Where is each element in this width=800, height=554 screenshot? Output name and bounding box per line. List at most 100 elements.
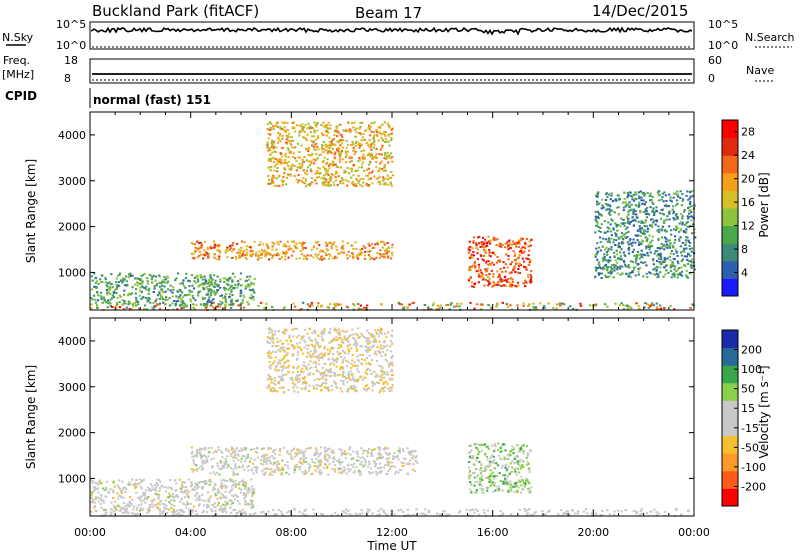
data-cell bbox=[195, 493, 198, 496]
power-heatmap bbox=[90, 121, 697, 312]
data-cell bbox=[512, 452, 515, 455]
data-cell bbox=[266, 144, 269, 147]
data-cell bbox=[167, 288, 170, 291]
data-cell bbox=[525, 268, 528, 271]
scatter-cell bbox=[495, 305, 498, 308]
data-cell bbox=[481, 236, 485, 239]
data-cell bbox=[301, 242, 304, 245]
data-cell bbox=[181, 509, 184, 511]
data-cell bbox=[287, 139, 290, 142]
data-cell bbox=[299, 167, 302, 170]
data-cell bbox=[275, 163, 278, 166]
data-cell bbox=[372, 121, 375, 124]
scatter-cell bbox=[531, 514, 534, 517]
data-cell bbox=[479, 246, 482, 248]
data-cell bbox=[343, 171, 346, 174]
data-cell bbox=[484, 238, 487, 241]
data-cell bbox=[181, 291, 184, 294]
data-cell bbox=[165, 504, 168, 507]
data-cell bbox=[375, 333, 379, 335]
data-cell bbox=[665, 265, 668, 268]
data-cell bbox=[344, 156, 347, 158]
scatter-cell bbox=[172, 513, 175, 516]
data-cell bbox=[278, 134, 281, 137]
data-cell bbox=[611, 209, 614, 212]
data-cell bbox=[311, 144, 314, 147]
data-cell bbox=[378, 167, 381, 170]
data-cell bbox=[675, 270, 678, 273]
data-cell bbox=[281, 181, 284, 184]
data-cell bbox=[607, 266, 610, 268]
nsky-tick-bottom: 10^0 bbox=[56, 39, 86, 52]
data-cell bbox=[525, 281, 528, 284]
data-cell bbox=[386, 360, 389, 363]
data-cell bbox=[225, 504, 228, 506]
data-cell bbox=[481, 475, 484, 478]
data-cell bbox=[195, 469, 198, 472]
data-cell bbox=[120, 279, 123, 282]
data-cell bbox=[331, 449, 334, 452]
data-cell bbox=[247, 283, 250, 286]
data-cell bbox=[637, 220, 640, 223]
cpid-value: normal (fast) 151 bbox=[93, 93, 211, 107]
data-cell bbox=[506, 241, 509, 244]
data-cell bbox=[668, 245, 671, 248]
data-cell bbox=[270, 123, 273, 126]
data-cell bbox=[329, 367, 332, 370]
scatter-cell bbox=[524, 510, 527, 513]
scatter-cell bbox=[218, 508, 221, 511]
data-cell bbox=[200, 465, 204, 468]
data-cell bbox=[363, 157, 366, 160]
data-cell bbox=[289, 174, 292, 177]
data-cell bbox=[335, 245, 338, 248]
data-cell bbox=[686, 258, 689, 261]
data-cell bbox=[92, 499, 95, 501]
nave-tick-bottom: 0 bbox=[708, 72, 715, 85]
data-cell bbox=[507, 246, 510, 249]
data-cell bbox=[250, 294, 253, 297]
data-cell bbox=[355, 131, 358, 134]
data-cell bbox=[284, 255, 287, 258]
data-cell bbox=[470, 483, 473, 486]
data-cell bbox=[230, 290, 233, 293]
data-cell bbox=[351, 328, 354, 331]
scatter-cell bbox=[288, 510, 291, 512]
data-cell bbox=[679, 245, 682, 248]
data-cell bbox=[352, 183, 355, 186]
data-cell bbox=[481, 258, 484, 261]
data-cell bbox=[334, 255, 337, 258]
data-cell bbox=[231, 244, 234, 247]
data-cell bbox=[211, 466, 214, 469]
data-cell bbox=[100, 295, 103, 298]
data-cell bbox=[259, 241, 262, 244]
data-cell bbox=[206, 460, 209, 463]
data-cell bbox=[251, 253, 254, 256]
data-cell bbox=[293, 240, 296, 243]
data-cell bbox=[306, 133, 309, 136]
data-cell bbox=[224, 304, 227, 307]
data-cell bbox=[656, 272, 659, 275]
scatter-cell bbox=[158, 307, 162, 310]
data-cell bbox=[530, 276, 533, 279]
data-cell bbox=[519, 481, 522, 484]
data-cell bbox=[638, 257, 641, 260]
data-cell bbox=[269, 253, 272, 256]
data-cell bbox=[389, 386, 392, 389]
data-cell bbox=[108, 281, 111, 284]
data-cell bbox=[324, 378, 327, 381]
data-cell bbox=[137, 303, 140, 306]
data-cell bbox=[521, 479, 524, 482]
data-cell bbox=[362, 178, 365, 180]
scatter-cell bbox=[161, 512, 165, 515]
data-cell bbox=[313, 143, 316, 146]
data-cell bbox=[129, 272, 132, 275]
data-cell bbox=[118, 495, 122, 498]
data-cell bbox=[510, 489, 513, 492]
data-cell bbox=[368, 128, 371, 131]
data-cell bbox=[90, 500, 93, 503]
data-cell bbox=[170, 503, 173, 506]
scatter-cell bbox=[188, 512, 191, 515]
data-cell bbox=[319, 459, 322, 461]
data-cell bbox=[209, 276, 212, 278]
data-cell bbox=[250, 281, 253, 284]
